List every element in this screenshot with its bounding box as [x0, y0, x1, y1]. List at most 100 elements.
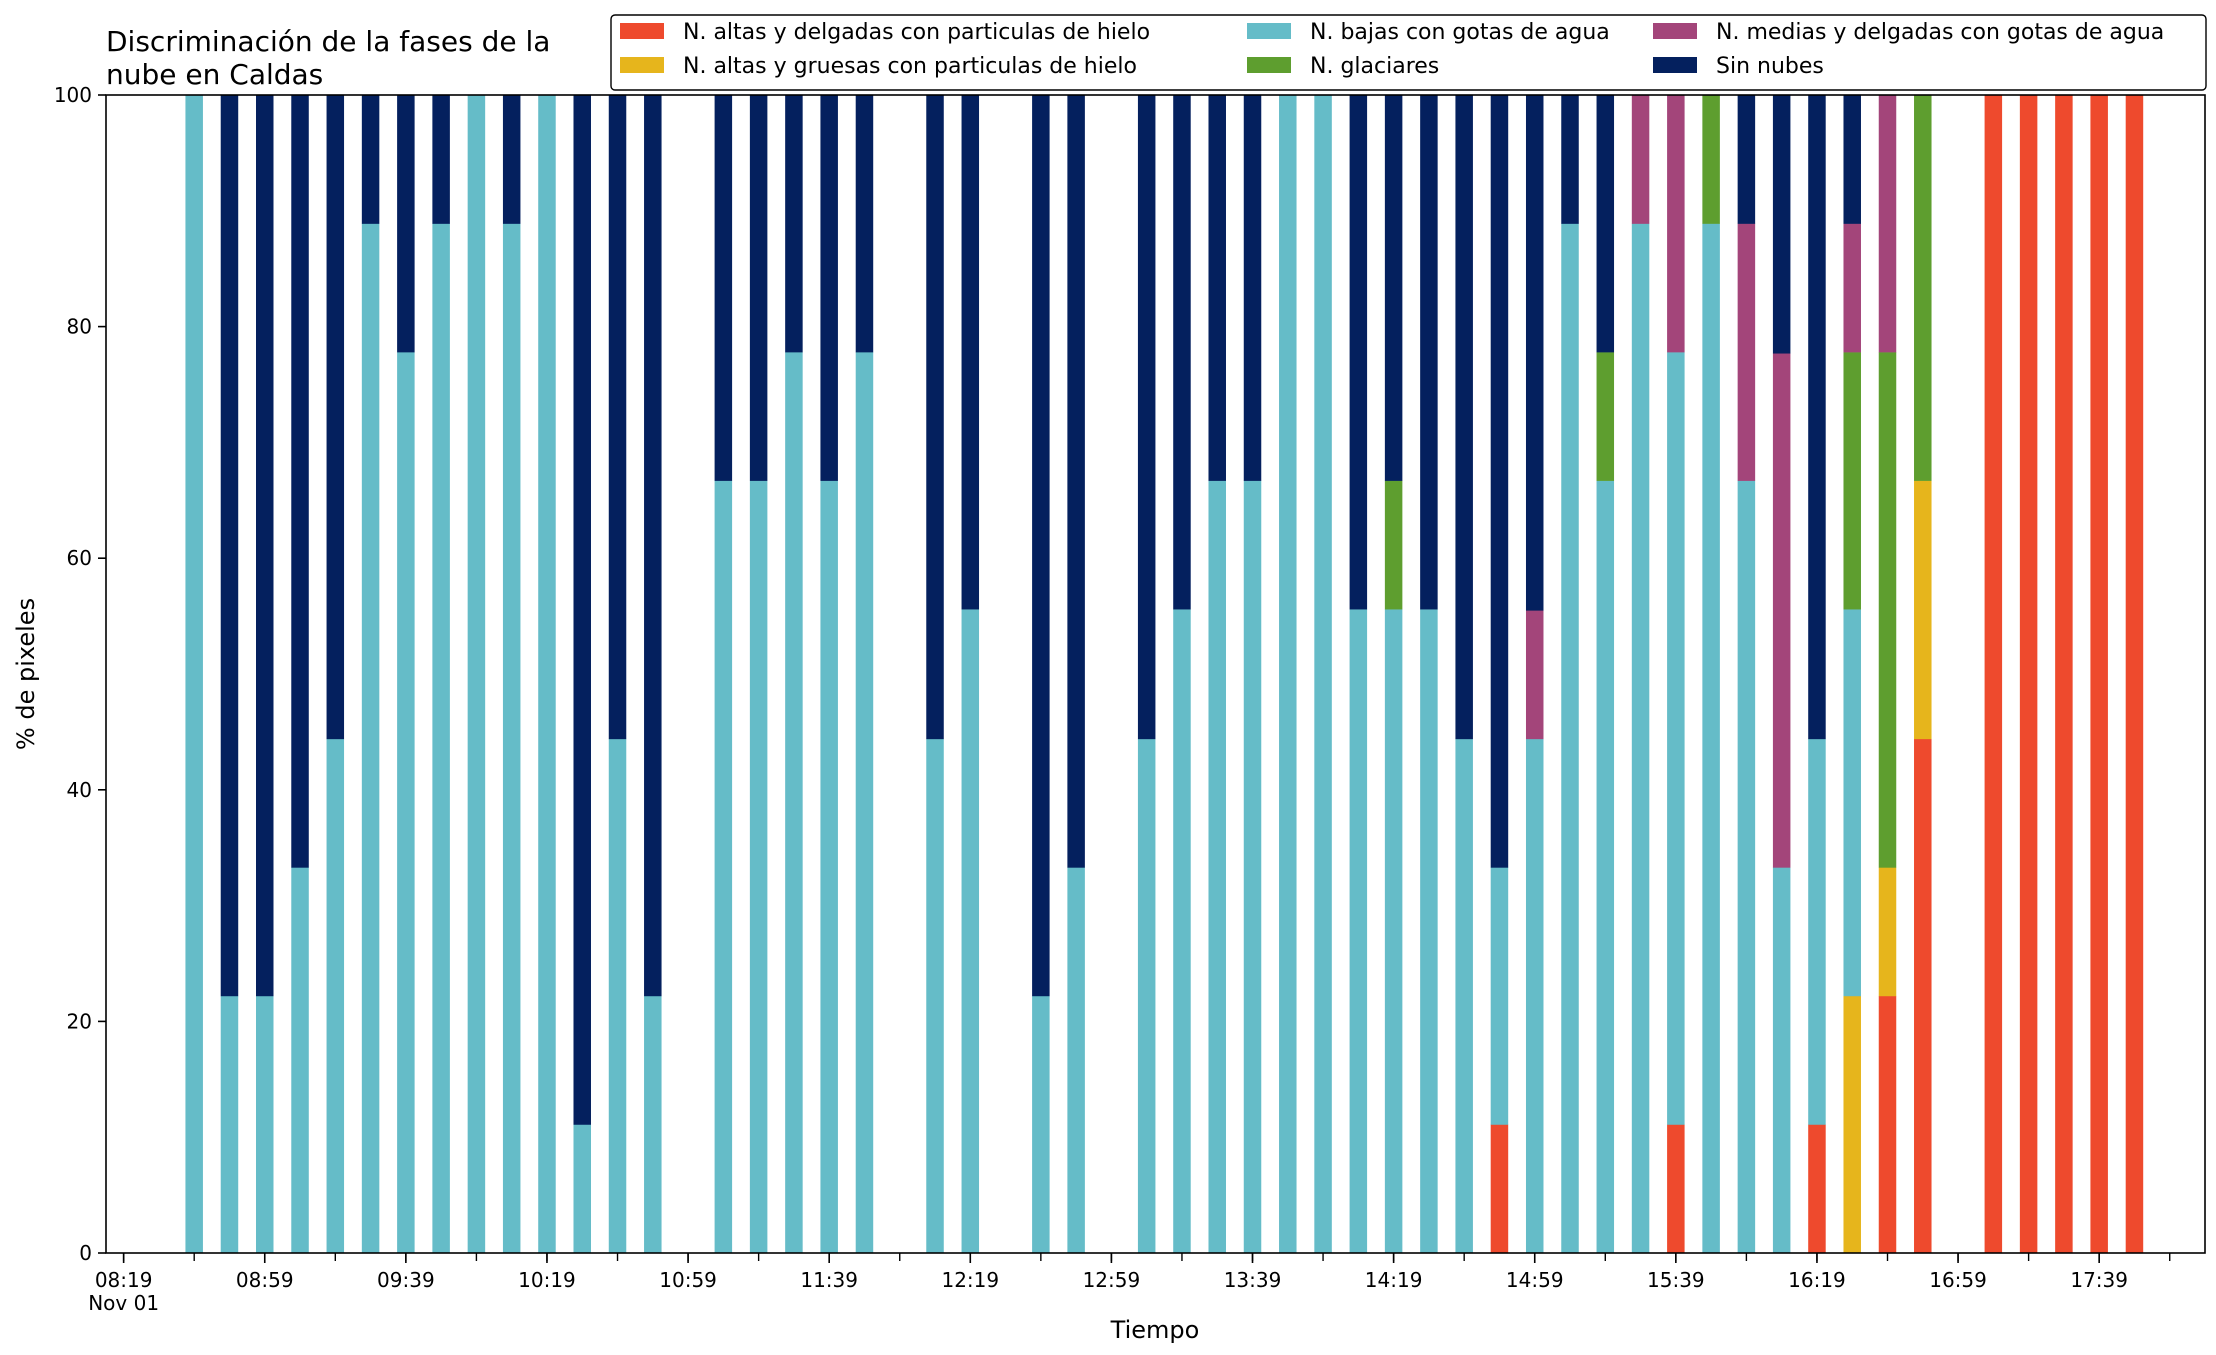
- y-tick-label: 100: [54, 83, 92, 107]
- bar-segment: [820, 480, 838, 1254]
- legend: N. altas y delgadas con particulas de hi…: [610, 14, 2207, 91]
- bar-segment: [397, 95, 415, 353]
- bar-segment: [1772, 95, 1791, 354]
- bar-segment: [1561, 223, 1579, 1254]
- x-tick-label: 10:19: [518, 1268, 576, 1292]
- y-tick-label: 0: [79, 1241, 92, 1265]
- x-tick-label: 12:59: [1083, 1268, 1141, 1292]
- x-tick-label: 08:19: [95, 1268, 153, 1292]
- bar-segment: [291, 867, 309, 1254]
- bar-segment: [467, 95, 486, 1254]
- bar-segment: [432, 95, 450, 224]
- bar-segment: [1384, 609, 1403, 1254]
- bar-segment: [961, 95, 980, 610]
- bar-segment: [1173, 95, 1191, 610]
- bar-segment: [1843, 223, 1861, 353]
- bar-segment: [2019, 95, 2038, 1254]
- bar-segment: [1349, 609, 1368, 1254]
- legend-swatch: [1247, 23, 1291, 39]
- bar-segment: [1702, 223, 1720, 1254]
- bar-segment: [1914, 480, 1932, 740]
- bar-segment: [1843, 352, 1861, 610]
- bar-segment: [1596, 95, 1615, 353]
- legend-swatch: [620, 23, 664, 39]
- bar-segment: [397, 352, 415, 1254]
- bar-segment: [1808, 738, 1826, 1125]
- bar-segment: [1243, 480, 1262, 1254]
- bar-segment: [1631, 223, 1650, 1254]
- bar-segment: [1914, 738, 1932, 1254]
- bar-segment: [432, 223, 450, 1254]
- bar-segment: [326, 738, 345, 1254]
- legend-box: [610, 14, 2207, 91]
- chart-title-line-2: nube en Caldas: [106, 58, 323, 91]
- bar-segment: [361, 223, 380, 1254]
- y-tick-label: 60: [67, 546, 92, 570]
- bar-segment: [220, 995, 239, 1254]
- x-tick-label: 14:19: [1365, 1268, 1423, 1292]
- bar-segment: [1702, 95, 1720, 224]
- bar-segment: [1067, 95, 1085, 868]
- chart-title-line-1: Discriminación de la fases de la: [106, 25, 550, 58]
- bar-segment: [1737, 480, 1756, 1254]
- bar-segment: [1525, 95, 1544, 611]
- bar-segment: [1878, 95, 1897, 353]
- bar-segment: [256, 95, 274, 997]
- x-tick-label: 09:39: [377, 1268, 435, 1292]
- bar-segment: [785, 352, 803, 1254]
- bar-segment: [926, 95, 944, 740]
- y-tick-label: 40: [67, 778, 92, 802]
- bar-segment: [1455, 738, 1473, 1254]
- bar-segment: [785, 95, 803, 353]
- x-tick-label: 17:39: [2070, 1268, 2128, 1292]
- legend-swatch: [620, 57, 664, 73]
- bar-segment: [502, 95, 521, 224]
- bar-segment: [1596, 352, 1615, 481]
- x-tick-label: 10:59: [659, 1268, 717, 1292]
- bar-segment: [1349, 95, 1368, 610]
- bar-segment: [1878, 867, 1897, 997]
- x-tick-label: 14:59: [1506, 1268, 1564, 1292]
- bar-segment: [2125, 95, 2144, 1254]
- legend-swatch: [1247, 57, 1291, 73]
- y-tick-label: 80: [67, 315, 92, 339]
- bar-segment: [1843, 995, 1861, 1254]
- bar-segment: [1314, 95, 1332, 1254]
- bar-segment: [326, 95, 345, 740]
- bar-segment: [1596, 480, 1615, 1254]
- x-tick-label: 16:59: [1929, 1268, 1987, 1292]
- bar-segment: [926, 738, 944, 1254]
- x-tick-label: 13:39: [1224, 1268, 1282, 1292]
- bar-segment: [855, 95, 874, 353]
- bar-segment: [1525, 610, 1544, 740]
- bar-segment: [1490, 867, 1509, 1125]
- bar-segment: [1420, 95, 1438, 610]
- legend-label: N. altas y delgadas con particulas de hi…: [683, 20, 1150, 45]
- bar-segment: [1772, 867, 1791, 1254]
- bar-segment: [1667, 1124, 1685, 1254]
- x-tick-label: 08:59: [236, 1268, 294, 1292]
- bar-segment: [820, 95, 838, 481]
- bar-segment: [1384, 95, 1403, 481]
- y-axis: 0 20 40 60 80 100: [54, 83, 106, 1265]
- bar-segment: [608, 738, 627, 1254]
- bar-segment: [1455, 95, 1473, 740]
- x-tick-sublabel: Nov 01: [88, 1291, 159, 1315]
- bar-segment: [220, 95, 239, 997]
- bar-segment: [2090, 95, 2108, 1254]
- plot-frame: [105, 94, 2206, 1254]
- bar-segment: [749, 480, 768, 1254]
- bar-segment: [644, 95, 662, 997]
- x-tick-label: 11:39: [800, 1268, 858, 1292]
- legend-swatch: [1653, 57, 1697, 73]
- bar-segment: [1772, 353, 1791, 868]
- bar-segment: [1878, 995, 1897, 1254]
- bar-segment: [1067, 867, 1085, 1254]
- bar-segment: [961, 609, 980, 1254]
- bar-segment: [1137, 738, 1156, 1254]
- y-tick-label: 20: [67, 1009, 92, 1033]
- x-tick-label: 12:19: [941, 1268, 999, 1292]
- bar-segment: [1490, 95, 1509, 868]
